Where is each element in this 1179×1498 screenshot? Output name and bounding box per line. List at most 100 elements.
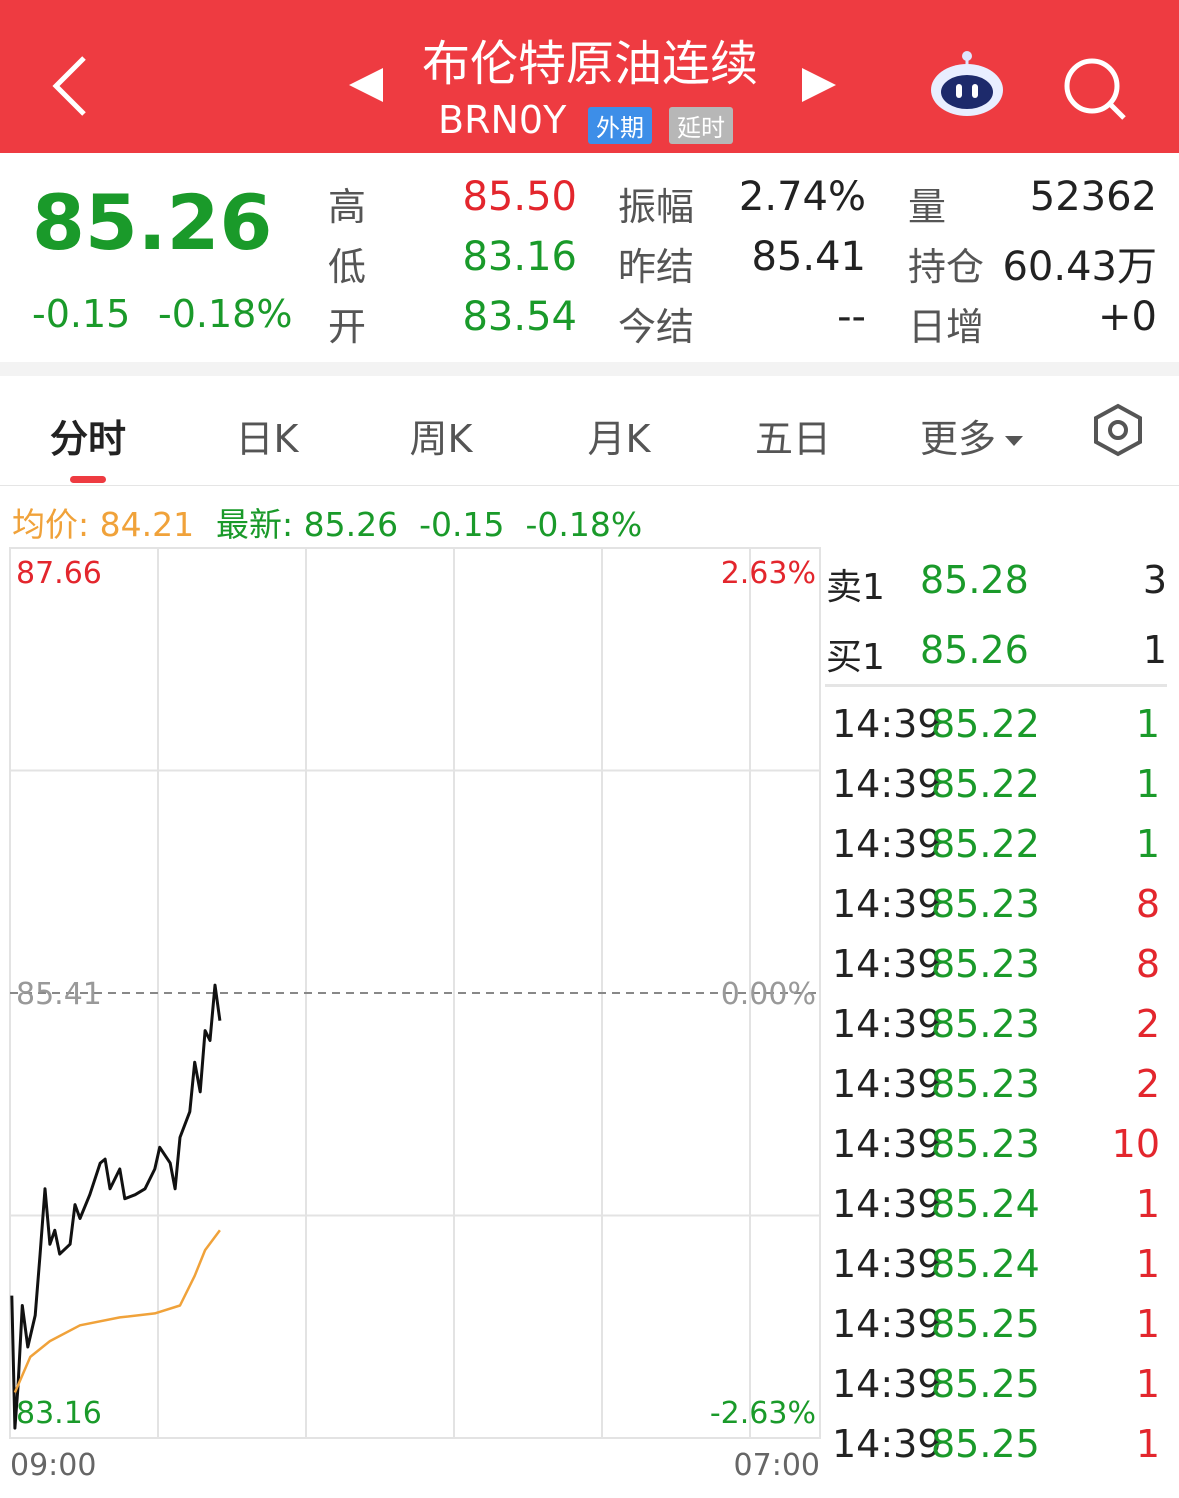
stat-label: 振幅 [618, 185, 695, 229]
price-line [13, 1229, 221, 1393]
book-side: 卖1 [826, 567, 885, 608]
value: 85.26 [303, 505, 399, 544]
stat-label: 高 [328, 185, 367, 229]
stat-value: 85.41 [751, 234, 866, 280]
trade-price: 85.23 [931, 1122, 1040, 1166]
y-tick-label: 83.16 [16, 1396, 102, 1431]
tab[interactable]: 分时 [49, 417, 127, 461]
trade-price: 85.23 [931, 942, 1040, 986]
trade-price: 85.23 [931, 1062, 1040, 1106]
trade-time: 14:39 [832, 882, 942, 926]
book-side: 买1 [826, 637, 885, 678]
book-volume: 1 [1142, 628, 1167, 672]
trade-price: 85.25 [931, 1422, 1040, 1466]
last-price: 85.26 [32, 178, 273, 267]
trade-time: 14:39 [832, 942, 942, 986]
book-price: 85.26 [920, 628, 1029, 672]
trade-volume: 1 [1135, 822, 1160, 866]
stat-value: 85.50 [462, 174, 577, 220]
trade-volume: 1 [1135, 1422, 1160, 1466]
trade-time: 14:39 [832, 1182, 942, 1226]
tab[interactable]: 日K [235, 417, 299, 461]
change: -0.15 [32, 292, 131, 336]
trade-volume: 2 [1135, 1002, 1160, 1046]
book-volume: 3 [1142, 558, 1167, 602]
tag: 外期 [588, 107, 652, 144]
stat-value: -- [837, 294, 866, 340]
latest: 最新: 85.26 -0.15 -0.18% [216, 498, 642, 546]
trade-volume: 1 [1135, 702, 1160, 746]
x-tick-label: 07:00 [734, 1448, 820, 1483]
trade-time: 14:39 [832, 822, 942, 866]
prev-button[interactable] [345, 66, 385, 106]
intraday-chart: 87.66 85.41 83.16 2.63% 0.00% -2.63% 09:00 07:0… [9, 547, 821, 1483]
trade-price: 85.24 [931, 1182, 1040, 1226]
trade-price: 85.25 [931, 1362, 1040, 1406]
trade-volume: 1 [1135, 1362, 1160, 1406]
tab[interactable]: 五日 [754, 417, 832, 461]
trade-volume: 1 [1135, 762, 1160, 806]
stat-value: 83.16 [462, 234, 577, 280]
y-tick-label: 85.41 [16, 977, 102, 1012]
trade-volume: 8 [1135, 882, 1160, 926]
change-pct: -0.18% [525, 505, 643, 544]
book-price: 85.28 [920, 558, 1029, 602]
tab[interactable]: 月K [587, 417, 651, 461]
trade-time: 14:39 [832, 1062, 942, 1106]
trade-volume: 8 [1135, 942, 1160, 986]
trade-volume: 2 [1135, 1062, 1160, 1106]
separator [0, 362, 1179, 376]
stat-value: 60.43万 [1002, 244, 1157, 290]
change: -0.15 [419, 505, 505, 544]
trade-time: 14:39 [832, 1122, 942, 1166]
trade-time: 14:39 [832, 702, 942, 746]
trade-volume: 1 [1135, 1242, 1160, 1286]
label: 最新: [216, 505, 294, 544]
trade-time: 14:39 [832, 1422, 942, 1466]
y-tick-label: 87.66 [16, 556, 102, 591]
stat-value: 2.74% [738, 174, 866, 220]
stat-label: 低 [328, 245, 367, 289]
tag: 延时 [669, 107, 733, 144]
next-button[interactable] [800, 66, 840, 106]
trade-price: 85.24 [931, 1242, 1040, 1286]
dropdown-arrow [1005, 436, 1023, 446]
y2-tick-label: 2.63% [721, 556, 816, 591]
title: 布伦特原油连续 [421, 36, 759, 92]
trade-time: 14:39 [832, 1242, 942, 1286]
stat-value: +0 [1098, 294, 1157, 340]
price-line [10, 983, 222, 1430]
change-pct: -0.18% [158, 292, 293, 336]
stat-label: 昨结 [618, 245, 695, 289]
trade-time: 14:39 [832, 1302, 942, 1346]
top-bar: 布伦特原油连续 BRN0Y 外期 延时 [0, 0, 1179, 153]
x-tick-label: 09:00 [10, 1448, 96, 1483]
trade-price: 85.22 [931, 762, 1040, 806]
trade-time: 14:39 [832, 1362, 942, 1406]
search-button[interactable] [1058, 54, 1133, 129]
tab[interactable]: 周K [409, 417, 473, 461]
trade-price: 85.22 [931, 822, 1040, 866]
divider [0, 485, 1179, 486]
label: 均价: [12, 505, 90, 544]
avg-price: 均价: 84.21 [12, 498, 194, 546]
trade-volume: 1 [1135, 1182, 1160, 1226]
y2-tick-label: -2.63% [710, 1396, 816, 1431]
assistant-icon[interactable] [925, 48, 1010, 123]
y2-tick-label: 0.00% [721, 977, 816, 1012]
back-button[interactable] [40, 50, 100, 130]
trade-volume: 10 [1111, 1122, 1160, 1166]
divider [825, 684, 1167, 687]
trade-time: 14:39 [832, 1002, 942, 1046]
tab-indicator [70, 476, 106, 483]
tab[interactable]: 更多 [919, 417, 997, 461]
stat-label: 今结 [618, 305, 695, 349]
stat-value: 52362 [1029, 174, 1157, 220]
stat-label: 开 [328, 305, 367, 349]
settings-button[interactable] [1090, 402, 1146, 458]
stat-value: 83.54 [462, 294, 577, 340]
trade-price: 85.23 [931, 882, 1040, 926]
trade-price: 85.22 [931, 702, 1040, 746]
